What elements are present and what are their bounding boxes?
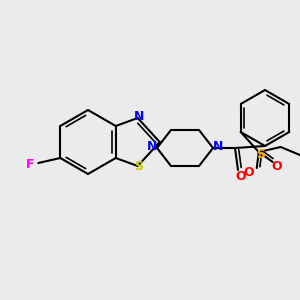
Text: N: N <box>147 140 157 154</box>
Text: S: S <box>256 148 265 160</box>
Text: N: N <box>213 140 223 154</box>
Text: S: S <box>134 160 143 173</box>
Text: O: O <box>236 169 246 182</box>
Text: N: N <box>134 110 144 122</box>
Text: F: F <box>26 158 34 170</box>
Text: O: O <box>243 166 254 178</box>
Text: O: O <box>272 160 282 173</box>
